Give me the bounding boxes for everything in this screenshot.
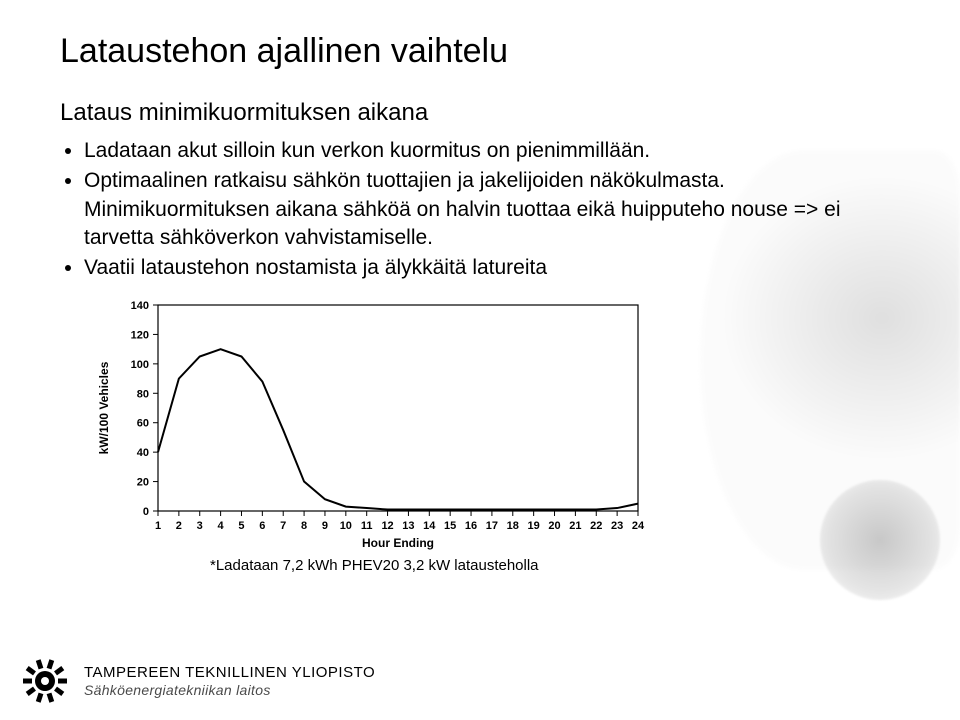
svg-text:23: 23: [611, 520, 623, 532]
svg-text:13: 13: [402, 520, 414, 532]
svg-text:7: 7: [280, 520, 286, 532]
svg-text:140: 140: [131, 300, 149, 312]
svg-text:10: 10: [340, 520, 352, 532]
line-chart: 0204060801001201401234567891011121314151…: [90, 293, 650, 553]
svg-text:1: 1: [155, 520, 161, 532]
svg-text:Hour Ending: Hour Ending: [362, 536, 434, 550]
svg-text:20: 20: [137, 476, 149, 488]
svg-text:22: 22: [590, 520, 602, 532]
svg-text:kW/100 Vehicles: kW/100 Vehicles: [97, 361, 111, 454]
svg-text:24: 24: [632, 520, 645, 532]
slide-content: Lataustehon ajallinen vaihtelu Lataus mi…: [0, 0, 960, 720]
svg-text:21: 21: [569, 520, 581, 532]
bullet-item: Ladataan akut silloin kun verkon kuormit…: [84, 137, 912, 165]
svg-text:8: 8: [301, 520, 307, 532]
svg-text:6: 6: [259, 520, 265, 532]
chart-footnote: *Ladataan 7,2 kWh PHEV20 3,2 kW latauste…: [210, 557, 912, 574]
bullet-item: Vaatii lataustehon nostamista ja älykkäi…: [84, 254, 912, 282]
svg-text:120: 120: [131, 329, 149, 341]
svg-text:18: 18: [507, 520, 519, 532]
slide-subtitle: Lataus minimikuormituksen aikana: [60, 99, 912, 127]
svg-text:40: 40: [137, 447, 149, 459]
svg-text:19: 19: [528, 520, 540, 532]
svg-text:17: 17: [486, 520, 498, 532]
svg-text:3: 3: [197, 520, 203, 532]
bullet-item: Optimaalinen ratkaisu sähkön tuottajien …: [84, 167, 912, 252]
svg-text:16: 16: [465, 520, 477, 532]
bullet-list: Ladataan akut silloin kun verkon kuormit…: [60, 137, 912, 283]
svg-text:100: 100: [131, 359, 149, 371]
svg-text:20: 20: [548, 520, 560, 532]
svg-text:0: 0: [143, 506, 149, 518]
slide-title: Lataustehon ajallinen vaihtelu: [60, 32, 912, 71]
svg-text:60: 60: [137, 417, 149, 429]
svg-text:9: 9: [322, 520, 328, 532]
svg-text:80: 80: [137, 388, 149, 400]
svg-text:4: 4: [218, 520, 225, 532]
svg-text:2: 2: [176, 520, 182, 532]
svg-text:12: 12: [381, 520, 393, 532]
svg-text:15: 15: [444, 520, 456, 532]
svg-text:5: 5: [238, 520, 244, 532]
svg-text:11: 11: [361, 520, 373, 532]
chart-container: 0204060801001201401234567891011121314151…: [90, 293, 912, 553]
svg-text:14: 14: [423, 520, 436, 532]
